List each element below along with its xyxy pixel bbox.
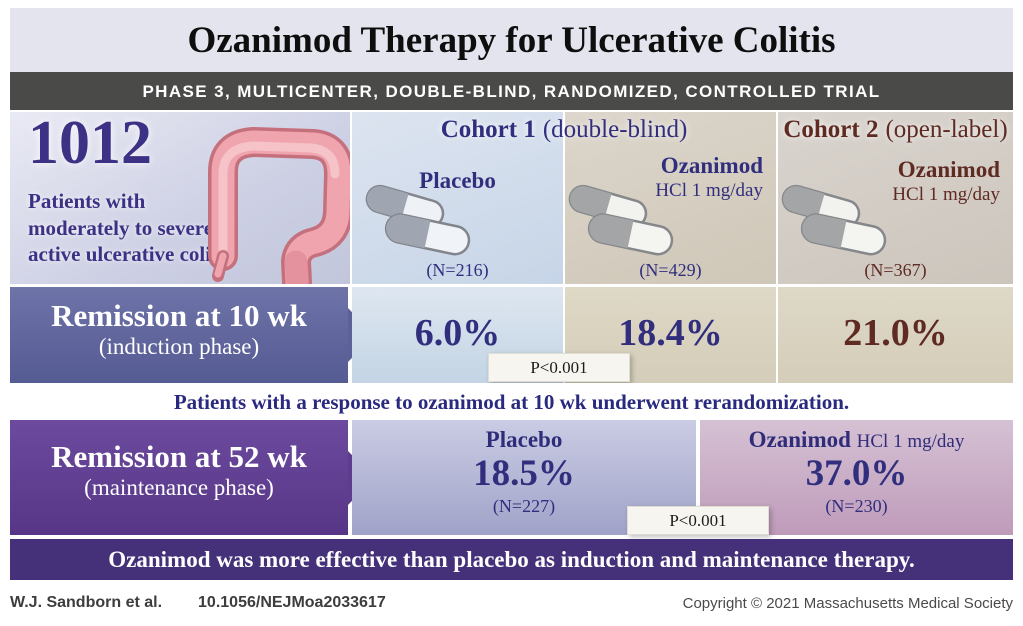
maintenance-ozanimod-value: 37.0% [805, 453, 908, 495]
footer-doi: 10.1056/NEJMoa2033617 [198, 594, 386, 611]
cohort1-placebo-column: Placebo (N=216) [352, 112, 563, 284]
maintenance-p-value-badge: P<0.001 [627, 506, 769, 535]
patient-description-line1: Patients with [28, 189, 146, 213]
ozanimod-label: Ozanimod HCl 1 mg/day [655, 152, 763, 202]
placebo-label: Placebo [485, 427, 563, 452]
cohort1-title: Cohort 1 [440, 116, 536, 143]
cohort2-title: Cohort 2 [783, 116, 879, 143]
induction-row-banner: Remission at 10 wk (induction phase) [10, 287, 374, 383]
footer-citation: W.J. Sandborn et al. 10.1056/NEJMoa203361… [10, 594, 386, 612]
ozanimod-name: Ozanimod [897, 157, 1000, 182]
cohort2-header: Cohort 2 (open-label) [778, 116, 1013, 144]
placebo-label: Placebo [419, 168, 496, 193]
induction-title: Remission at 10 wk [51, 298, 307, 333]
rerandomization-note: Patients with a response to ozanimod at … [10, 383, 1013, 420]
patient-description-line3: active ulcerative colitis [28, 242, 233, 267]
sample-size-badge: (N=227) [492, 495, 556, 516]
colon-illustration [194, 114, 350, 284]
footer-copyright: Copyright © 2021 Massachusetts Medical S… [682, 594, 1013, 612]
maintenance-placebo-value: 18.5% [473, 453, 575, 495]
induction-open-label-value: 21.0% [778, 287, 1013, 383]
ozanimod-label: Ozanimod HCl 1 mg/day [892, 156, 1000, 206]
page-title: Ozanimod Therapy for Ulcerative Colitis [10, 8, 1013, 72]
conclusion-banner: Ozanimod was more effective than placebo… [10, 539, 1013, 580]
footer-authors: W.J. Sandborn et al. [10, 594, 163, 611]
sample-size-badge: (N=367) [864, 260, 927, 280]
ozanimod-name: Ozanimod [748, 427, 851, 452]
footer: W.J. Sandborn et al. 10.1056/NEJMoa203361… [10, 580, 1013, 626]
sample-size-badge: (N=230) [825, 495, 888, 516]
ozanimod-dose: HCl 1 mg/day [655, 179, 763, 201]
cohort2-ozanimod-column: Ozanimod HCl 1 mg/day (N=367) [778, 112, 1013, 284]
pill-capsules-icon [780, 180, 900, 260]
population-panel: 1012 Patients with moderately to severel… [10, 112, 350, 284]
patient-description: Patients with moderately to severely act… [28, 188, 232, 268]
sample-size-badge: (N=216) [426, 260, 489, 280]
ozanimod-name: Ozanimod [660, 153, 763, 178]
induction-placebo-value: 6.0% [352, 287, 563, 383]
maintenance-title: Remission at 52 wk [51, 439, 307, 474]
cohort1-ozanimod-column: Ozanimod HCl 1 mg/day (N=429) [565, 112, 776, 284]
ozanimod-dose: HCl 1 mg/day [892, 183, 1000, 205]
trial-design-banner: PHASE 3, MULTICENTER, DOUBLE-BLIND, RAND… [10, 72, 1013, 110]
induction-subtitle: (induction phase) [98, 334, 260, 360]
cohort1-subtitle: (double-blind) [542, 116, 688, 143]
cohort1-header: Cohort 1 (double-blind) [352, 116, 776, 144]
cohort2-subtitle: (open-label) [885, 116, 1008, 143]
maintenance-row-banner: Remission at 52 wk (maintenance phase) [10, 420, 374, 535]
patient-description-line2: moderately to severely [28, 215, 230, 240]
maintenance-subtitle: (maintenance phase) [84, 475, 274, 501]
pill-capsules-icon [567, 180, 687, 260]
ozanimod-dose: HCl 1 mg/day [856, 431, 965, 452]
patient-count: 1012 [28, 112, 152, 177]
sample-size-badge: (N=429) [639, 260, 702, 280]
pill-capsules-icon [364, 180, 484, 260]
induction-p-value-badge: P<0.001 [488, 353, 630, 382]
